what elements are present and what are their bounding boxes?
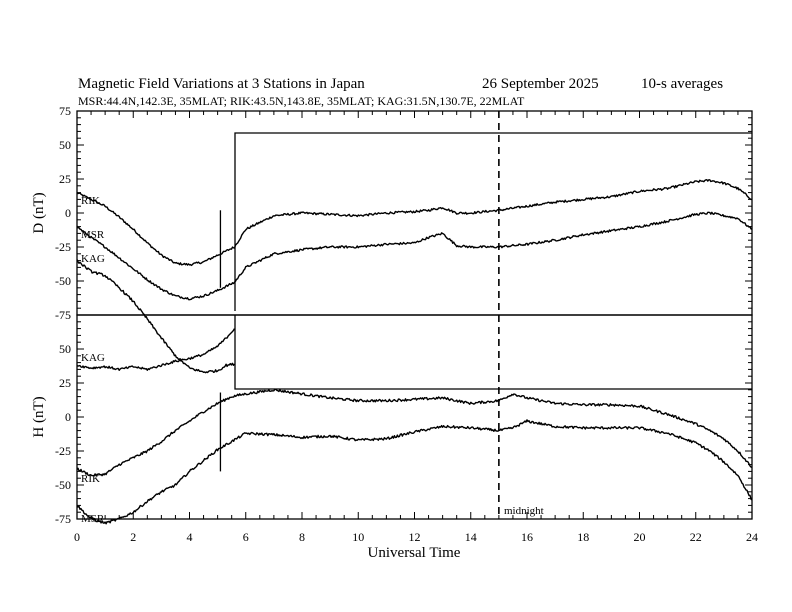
x-tick-label: 22 — [690, 530, 702, 544]
x-tick-label: 24 — [746, 530, 758, 544]
y-tick-label: 25 — [59, 172, 71, 186]
midnight-label: midnight — [504, 505, 544, 517]
x-tick-label: 6 — [243, 530, 249, 544]
x-tick-label: 14 — [465, 530, 477, 544]
x-tick-label: 4 — [187, 530, 193, 544]
y-tick-label: -75 — [55, 512, 71, 526]
y-tick-label: -75 — [55, 308, 71, 322]
y-tick-label: 0 — [65, 410, 71, 424]
x-tick-label: 2 — [130, 530, 136, 544]
d-axis-label: D (nT) — [31, 192, 47, 233]
chart-subtitle: MSR:44.4N,142.3E, 35MLAT; RIK:43.5N,143.… — [78, 94, 525, 108]
x-tick-label: 20 — [634, 530, 646, 544]
h-kag-label: KAG — [81, 352, 105, 364]
d-rik-label: RIK — [81, 195, 100, 207]
x-tick-label: 10 — [352, 530, 364, 544]
h-msr-line — [76, 419, 753, 525]
y-tick-label: 0 — [65, 206, 71, 220]
y-tick-label: -50 — [55, 274, 71, 288]
chart-date: 26 September 2025 — [482, 76, 599, 92]
h-panel-frame — [76, 314, 753, 520]
h-rik-line — [76, 388, 753, 477]
y-tick-label: -25 — [55, 240, 71, 254]
d-msr-line — [76, 211, 753, 301]
h-rik-label: RIK — [81, 473, 100, 485]
d-kag-label: KAG — [81, 253, 105, 265]
chart-title: Magnetic Field Variations at 3 Stations … — [78, 76, 365, 92]
y-tick-label: -50 — [55, 478, 71, 492]
d-rik-line — [76, 179, 752, 267]
y-tick-label: 50 — [59, 138, 71, 152]
chart-averaging: 10-s averages — [641, 76, 723, 92]
x-tick-label: 12 — [409, 530, 421, 544]
y-tick-label: 75 — [59, 104, 71, 118]
h-axis-label: H (nT) — [31, 396, 47, 437]
data-gap-box — [234, 132, 752, 390]
x-tick-label: 8 — [299, 530, 305, 544]
y-tick-label: 25 — [59, 376, 71, 390]
y-tick-label: 50 — [59, 342, 71, 356]
d-kag-line — [76, 259, 236, 374]
x-tick-label: 16 — [521, 530, 533, 544]
x-tick-label: 0 — [74, 530, 80, 544]
h-kag-line — [76, 328, 236, 371]
x-tick-label: 18 — [577, 530, 589, 544]
y-tick-label: -25 — [55, 444, 71, 458]
d-msr-label: MSR — [81, 229, 105, 241]
x-axis-label: Universal Time — [368, 545, 461, 561]
